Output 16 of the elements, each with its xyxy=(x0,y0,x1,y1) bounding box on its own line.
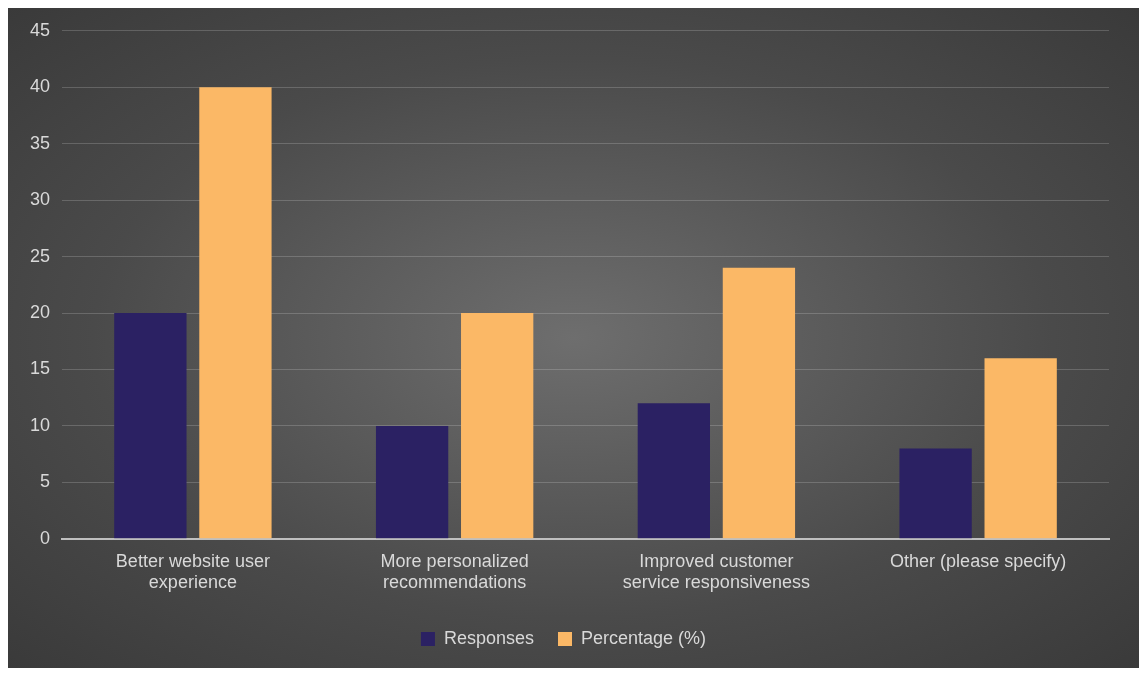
x-tick-label: Other (please specify) xyxy=(890,550,1067,571)
legend-label: Responses xyxy=(443,627,535,648)
y-tick-label: 30 xyxy=(29,189,51,210)
y-tick-label: 25 xyxy=(29,245,51,266)
x-tick-label: More personalized recommendations xyxy=(380,550,529,593)
y-tick-label: 15 xyxy=(29,358,51,379)
y-tick-label: 10 xyxy=(29,414,51,435)
x-tick-label: Improved customer service responsiveness xyxy=(622,550,810,593)
legend-label: Percentage (%) xyxy=(581,627,707,648)
y-tick-label: 5 xyxy=(40,471,51,492)
y-tick-label: 45 xyxy=(29,19,51,40)
y-tick-label: 0 xyxy=(40,527,51,548)
y-tick-label: 20 xyxy=(29,301,51,322)
x-tick-label: Better website user experience xyxy=(115,550,270,593)
y-tick-label: 35 xyxy=(29,132,51,153)
y-tick-label: 40 xyxy=(29,76,51,97)
